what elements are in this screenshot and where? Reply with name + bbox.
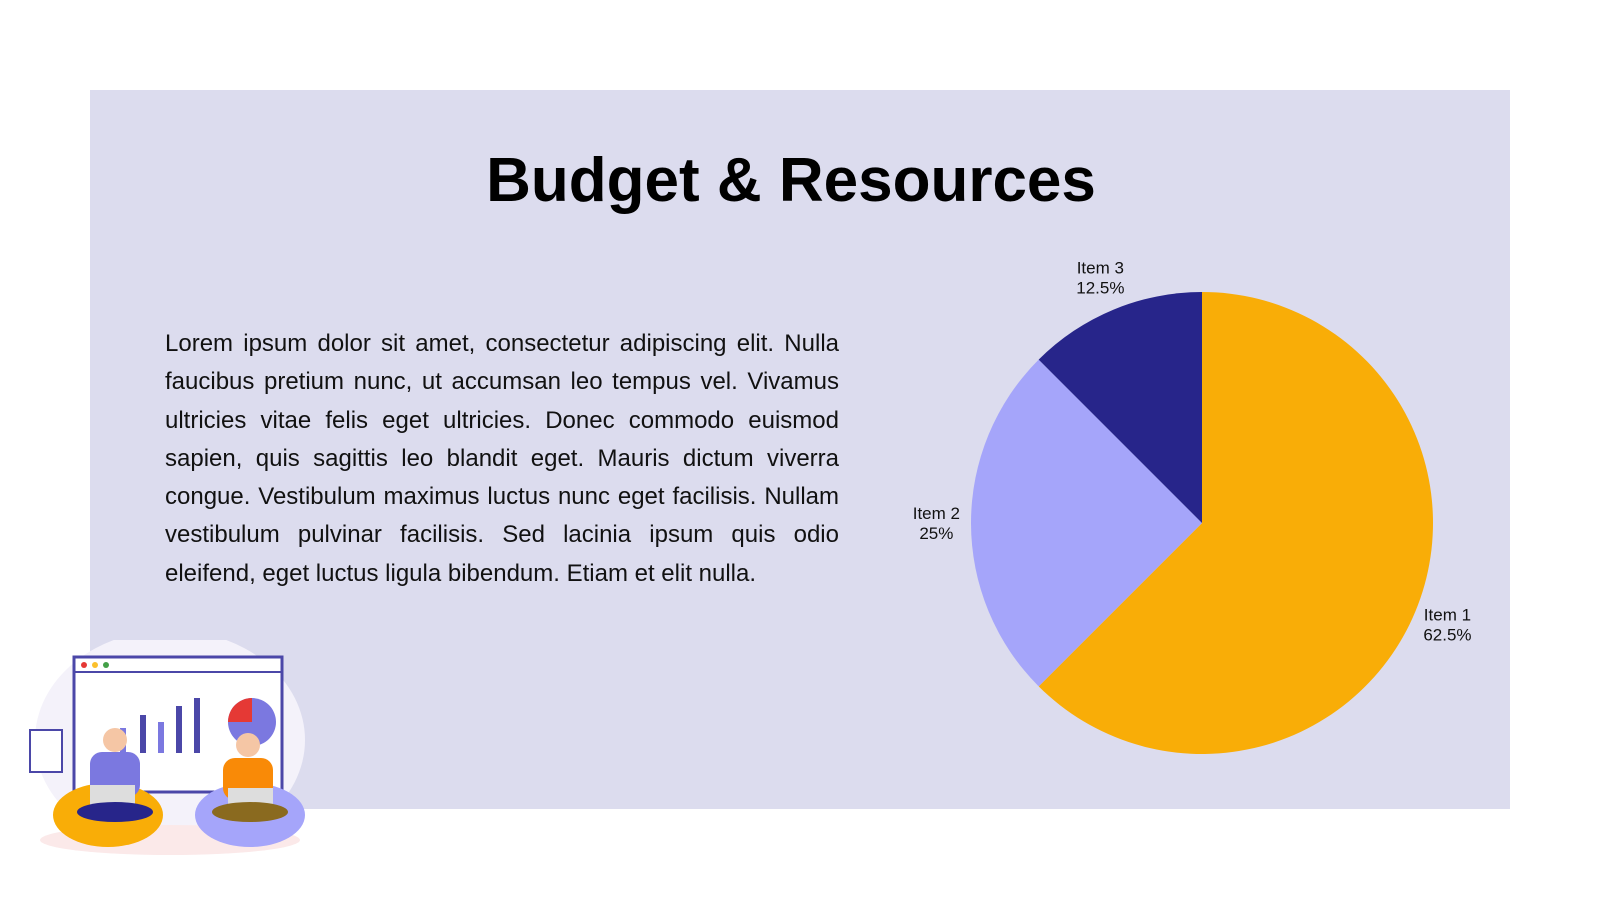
illustration	[29, 640, 305, 855]
slice-value-label: 12.5%	[1076, 279, 1124, 298]
pie-slice	[1038, 292, 1202, 523]
slice-value-label: 62.5%	[1423, 626, 1471, 645]
slice-label: Item 3	[1077, 259, 1124, 278]
slice-label: Item 1	[1424, 606, 1471, 625]
slice-value-label: 25%	[919, 524, 953, 543]
pie-slice	[970, 359, 1202, 687]
body-text: Lorem ipsum dolor sit amet, consectetur …	[165, 330, 839, 587]
slice-label: Item 2	[913, 504, 960, 523]
pie-slice	[1038, 292, 1433, 754]
slide-title: Budget & Resources	[486, 146, 1096, 215]
